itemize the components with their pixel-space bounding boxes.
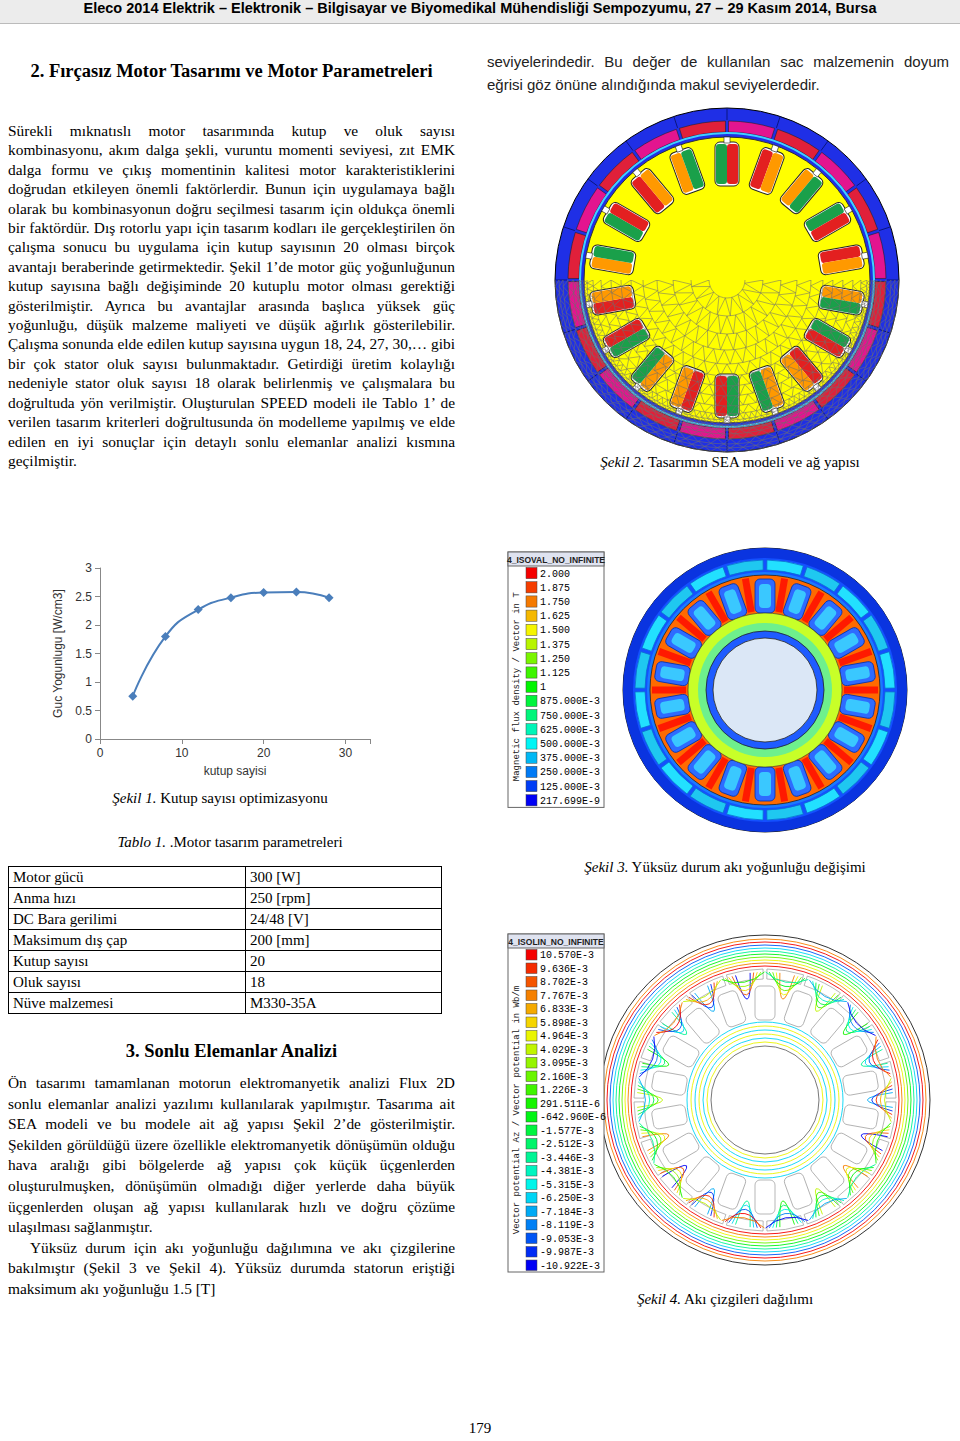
svg-text:Vector potential Az / Vector p: Vector potential Az / Vector potential i… — [512, 986, 522, 1234]
html-text:2. Fırçasız Motor Tasarımı ve: 2. Fırçasız Motor Tasarımı ve Motor Para… — [30, 61, 433, 81]
svg-text:-3.446E-3: -3.446E-3 — [540, 1153, 594, 1164]
svg-text:0.5: 0.5 — [75, 704, 92, 718]
svg-text:4_ISOLIN_NO_INFINITE: 4_ISOLIN_NO_INFINITE — [508, 937, 604, 947]
svg-text:3: 3 — [85, 561, 92, 575]
svg-text:217.699E-9: 217.699E-9 — [540, 796, 600, 807]
svg-text:4.029E-3: 4.029E-3 — [540, 1045, 588, 1056]
html-text:200 [mm]: 200 [mm] — [250, 931, 310, 948]
svg-text:9.636E-3: 9.636E-3 — [540, 964, 588, 975]
html-text:3. Sonlu Elemanlar Analizi: 3. Sonlu Elemanlar Analizi — [125, 1041, 338, 1061]
svg-text:-7.184E-3: -7.184E-3 — [540, 1207, 594, 1218]
svg-text:2.160E-3: 2.160E-3 — [540, 1072, 588, 1083]
svg-text:-9.987E-3: -9.987E-3 — [540, 1247, 594, 1258]
svg-text:-8.119E-3: -8.119E-3 — [540, 1220, 594, 1231]
svg-text:3.095E-3: 3.095E-3 — [540, 1058, 588, 1069]
svg-text:-2.512E-3: -2.512E-3 — [540, 1139, 594, 1150]
svg-text:-9.053E-3: -9.053E-3 — [540, 1234, 594, 1245]
html-text:Ön tasarımı tamamlanan motorun: Ön tasarımı tamamlanan motorun elektroma… — [8, 1074, 455, 1236]
svg-text:6.833E-3: 6.833E-3 — [540, 1004, 588, 1015]
html-text:Oluk sayısı: Oluk sayısı — [13, 973, 81, 990]
html-text:Yüksüz durum için akı yoğunluğ: Yüksüz durum için akı yoğunluğu dağılımı… — [8, 1238, 455, 1297]
svg-text:1.125: 1.125 — [540, 668, 570, 679]
svg-text:30: 30 — [339, 746, 353, 760]
svg-text:10: 10 — [175, 746, 189, 760]
svg-text:7.767E-3: 7.767E-3 — [540, 991, 588, 1002]
svg-text:Guc Yogunlugu [W/cm3]: Guc Yogunlugu [W/cm3] — [51, 589, 65, 718]
svg-text:1.875: 1.875 — [540, 583, 570, 594]
html-text:Maksimum dış çap: Maksimum dış çap — [13, 931, 128, 948]
html-text:Anma hızı: Anma hızı — [13, 889, 76, 906]
html-text:Motor gücü: Motor gücü — [13, 868, 84, 885]
svg-text:-6.250E-3: -6.250E-3 — [540, 1193, 594, 1204]
svg-text:1.500: 1.500 — [540, 625, 570, 636]
svg-text:-4.381E-3: -4.381E-3 — [540, 1166, 594, 1177]
svg-text:Magnetic flux density / Vector: Magnetic flux density / Vector in T — [512, 592, 522, 782]
svg-text:-10.922E-3: -10.922E-3 — [540, 1261, 600, 1272]
svg-text:1.750: 1.750 — [540, 597, 570, 608]
html-text:Tablo 1..Motor tasarım paramet: Tablo 1..Motor tasarım parametreleri — [117, 834, 343, 850]
svg-text:1.5: 1.5 — [75, 647, 92, 661]
svg-text:2.5: 2.5 — [75, 590, 92, 604]
svg-text:-642.960E-6: -642.960E-6 — [540, 1112, 606, 1123]
svg-text:8.702E-3: 8.702E-3 — [540, 977, 588, 988]
svg-text:500.000E-3: 500.000E-3 — [540, 739, 600, 750]
svg-text:1.250: 1.250 — [540, 654, 570, 665]
html-text:250 [rpm]: 250 [rpm] — [250, 889, 311, 906]
svg-text:1: 1 — [540, 682, 546, 693]
svg-text:-1.577E-3: -1.577E-3 — [540, 1126, 594, 1137]
html-text:18: 18 — [250, 973, 265, 990]
html-text:24/48 [V]: 24/48 [V] — [250, 910, 309, 927]
html-text:seviyelerindedir. Bu değer de: seviyelerindedir. Bu değer de kullanılan… — [487, 53, 949, 93]
svg-text:2: 2 — [85, 618, 92, 632]
svg-text:1: 1 — [85, 675, 92, 689]
html-text:Eleco 2014 Elektrik – Elektron: Eleco 2014 Elektrik – Elektronik – Bilgi… — [83, 0, 877, 16]
svg-text:1.625: 1.625 — [540, 611, 570, 622]
svg-text:2.000: 2.000 — [540, 569, 570, 580]
svg-text:125.000E-3: 125.000E-3 — [540, 782, 600, 793]
html-text:Şekil 1. Kutup sayısı optimiza: Şekil 1. Kutup sayısı optimizasyonu — [112, 790, 328, 806]
svg-text:10.570E-3: 10.570E-3 — [540, 950, 594, 961]
svg-text:625.000E-3: 625.000E-3 — [540, 725, 600, 736]
html-text:179: 179 — [468, 1420, 492, 1436]
html-text:Şekil 3. Yüksüz durum akı yoğu: Şekil 3. Yüksüz durum akı yoğunluğu deği… — [584, 859, 866, 875]
svg-text:0: 0 — [85, 732, 92, 746]
html-text:Şekil 2. Tasarımın SEA modeli: Şekil 2. Tasarımın SEA modeli ve ağ yapı… — [600, 454, 860, 470]
svg-text:0: 0 — [97, 746, 104, 760]
svg-text:291.511E-6: 291.511E-6 — [540, 1099, 600, 1110]
svg-text:1.375: 1.375 — [540, 640, 570, 651]
html-text:M330-35A: M330-35A — [250, 994, 317, 1011]
html-text:20: 20 — [250, 952, 265, 969]
svg-text:4.964E-3: 4.964E-3 — [540, 1031, 588, 1042]
html-text:Şekil 4. Akı çizgileri dağılım: Şekil 4. Akı çizgileri dağılımı — [636, 1291, 814, 1307]
html-text:Kutup sayısı: Kutup sayısı — [13, 952, 89, 969]
svg-text:750.000E-3: 750.000E-3 — [540, 711, 600, 722]
svg-text:5.898E-3: 5.898E-3 — [540, 1018, 588, 1029]
svg-text:250.000E-3: 250.000E-3 — [540, 767, 600, 778]
html-text:DC Bara gerilimi: DC Bara gerilimi — [13, 910, 118, 927]
svg-text:-5.315E-3: -5.315E-3 — [540, 1180, 594, 1191]
html-text:Nüve malzemesi: Nüve malzemesi — [13, 994, 114, 1011]
svg-text:375.000E-3: 375.000E-3 — [540, 753, 600, 764]
svg-text:1.226E-3: 1.226E-3 — [540, 1085, 588, 1096]
html-text:300 [W]: 300 [W] — [250, 868, 301, 885]
svg-text:20: 20 — [257, 746, 271, 760]
svg-text:kutup sayisi: kutup sayisi — [204, 764, 267, 778]
svg-text:4_ISOVAL_NO_INFINITE: 4_ISOVAL_NO_INFINITE — [507, 555, 605, 565]
svg-text:875.000E-3: 875.000E-3 — [540, 696, 600, 707]
html-text:Sürekli mıknatıslı motor tasar: Sürekli mıknatıslı motor tasarımında kut… — [8, 122, 455, 469]
